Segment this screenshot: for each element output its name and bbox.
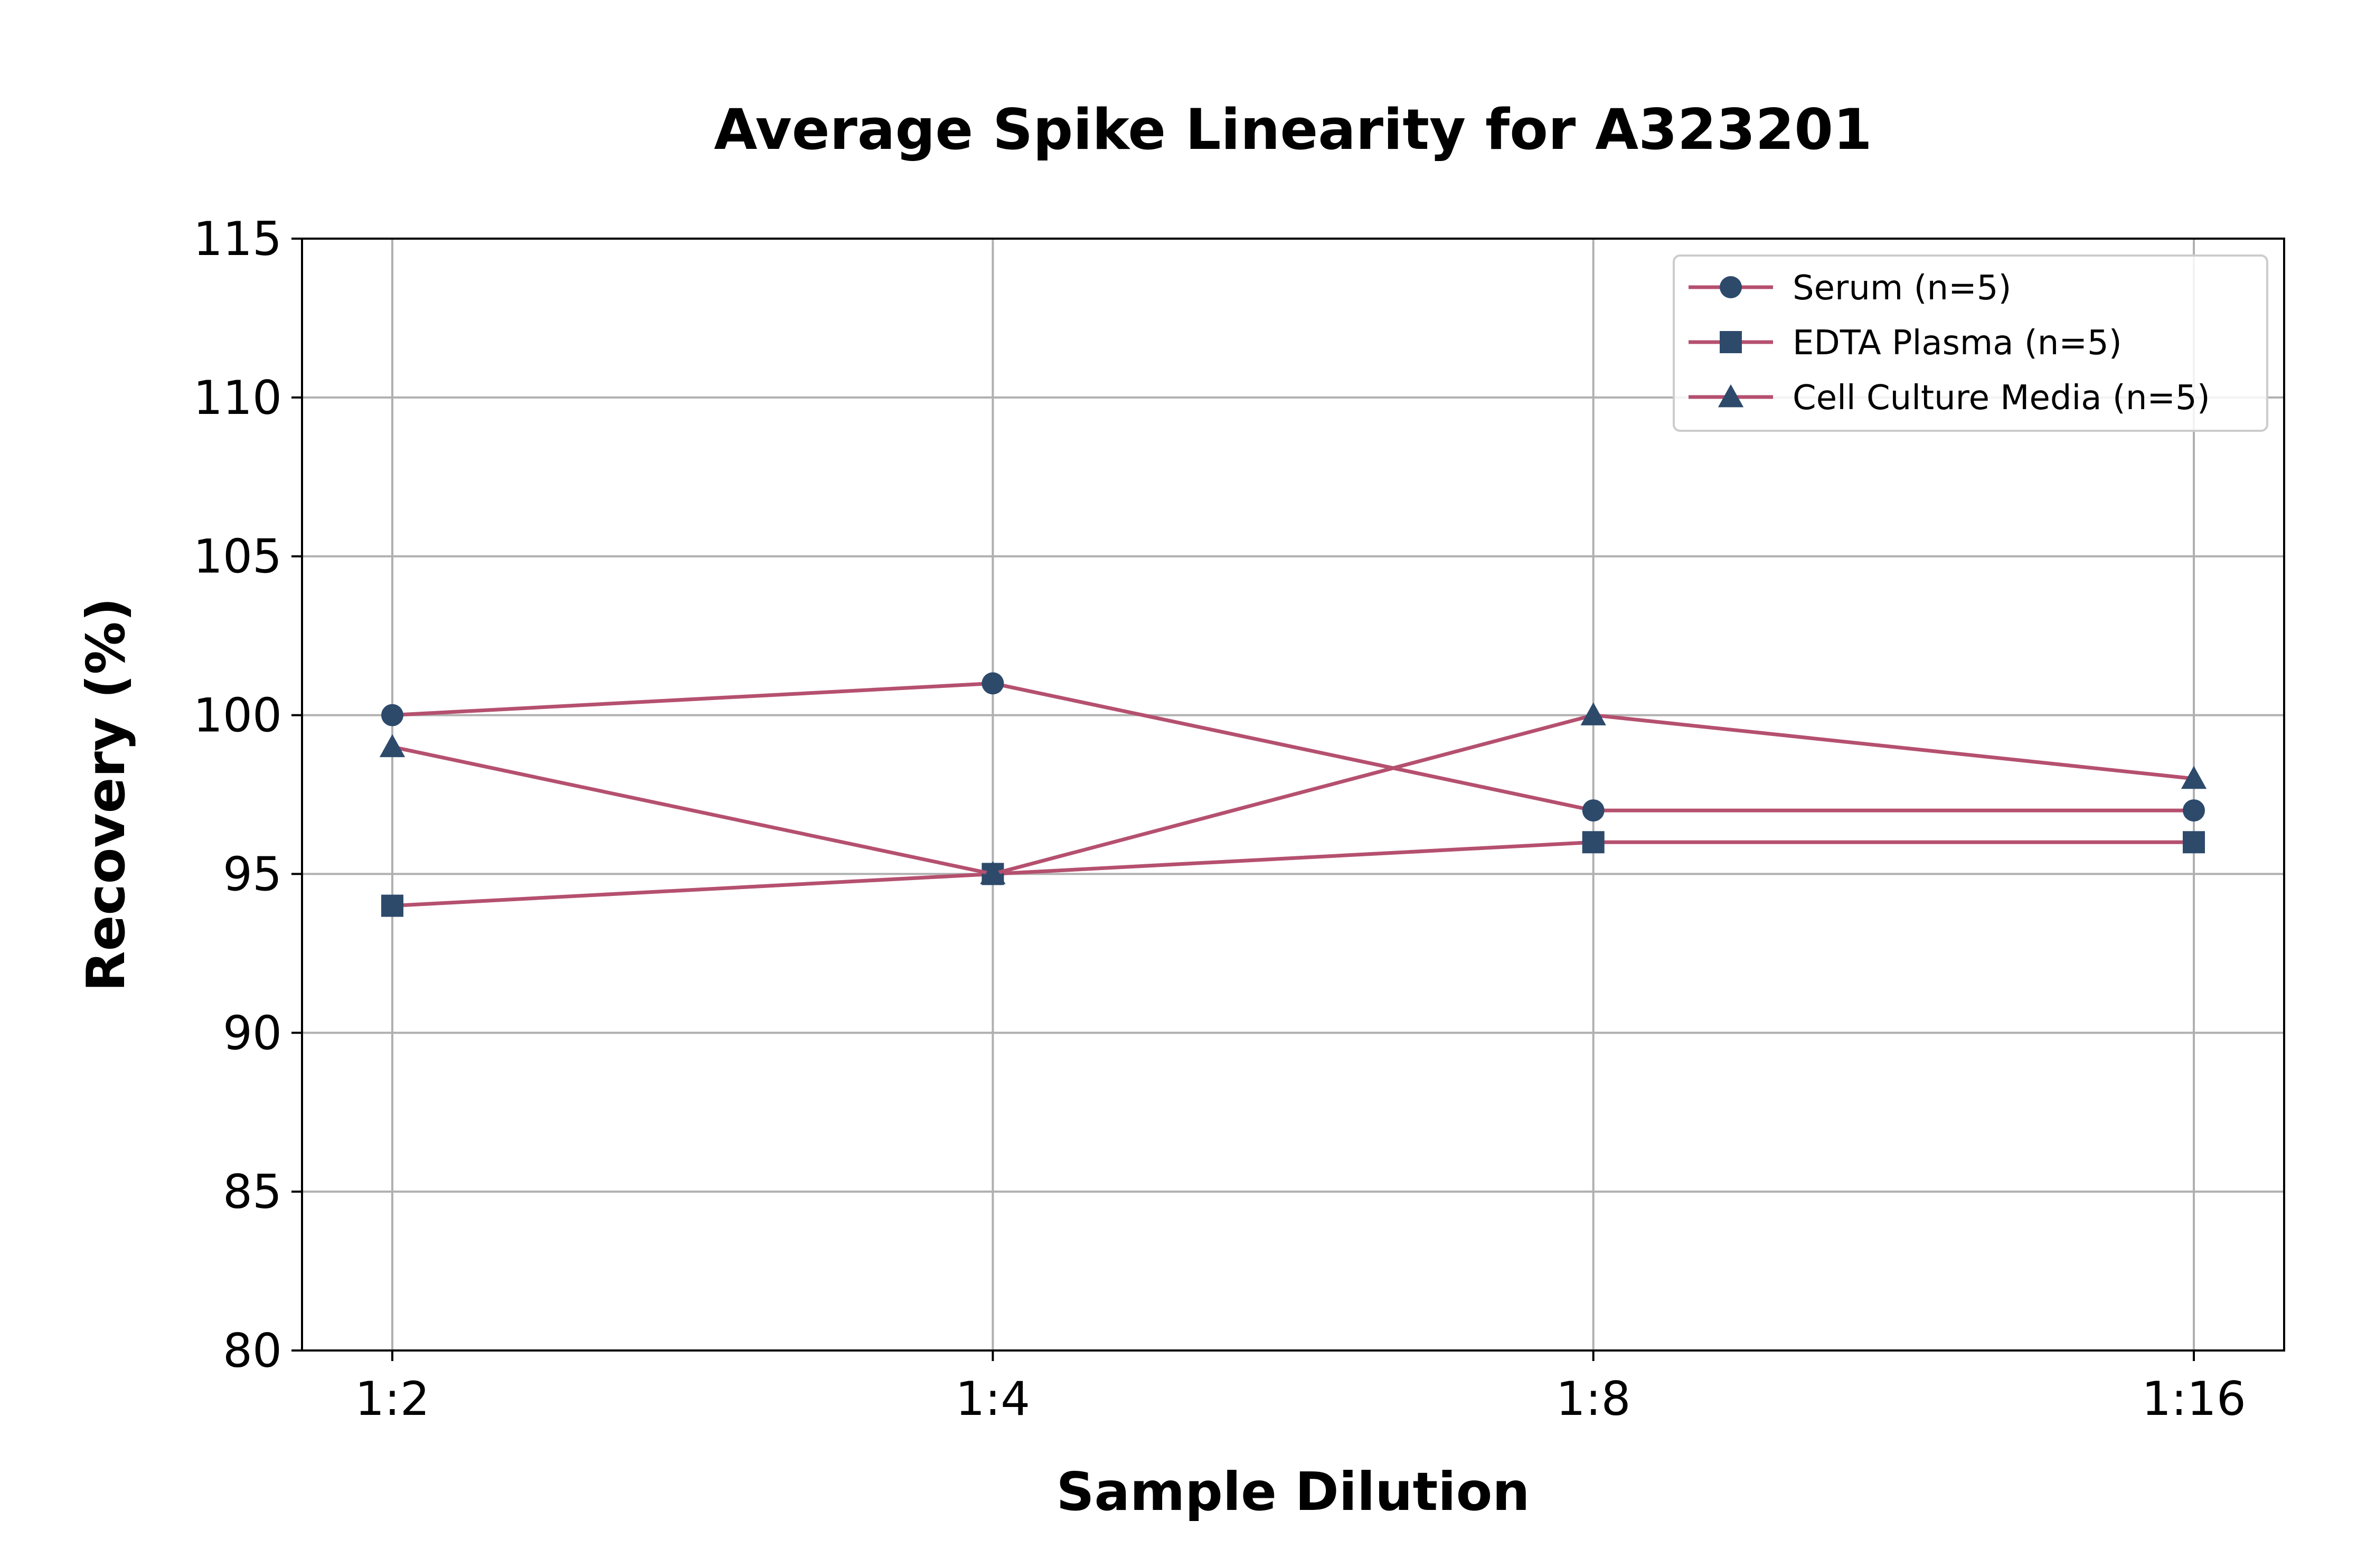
series-line (392, 681, 2194, 813)
data-point (381, 704, 403, 726)
legend-item: Cell Culture Media (n=5) (1689, 379, 2210, 418)
data-point (1580, 702, 1606, 725)
x-tick-label: 1:16 (2142, 1372, 2246, 1426)
data-point (1582, 799, 1605, 822)
legend-label: Serum (n=5) (1793, 269, 2011, 308)
legend-marker (1718, 384, 1744, 408)
legend-label: Cell Culture Media (n=5) (1793, 379, 2210, 418)
y-tick-label: 110 (193, 371, 282, 425)
plot-frame (301, 238, 2285, 1352)
y-tick-label: 115 (193, 212, 282, 266)
legend: Serum (n=5) EDTA Plasma (n=5) Cell Culture… (1673, 254, 2268, 432)
series-triangle (379, 702, 2207, 884)
y-tick-label: 95 (223, 847, 282, 901)
y-tick-label: 80 (223, 1324, 282, 1378)
legend-item: EDTA Plasma (n=5) (1689, 324, 2122, 363)
data-point (379, 734, 406, 758)
data-point (2183, 799, 2205, 822)
y-axis-label: Recovery (%) (75, 598, 137, 992)
x-tick-label: 1:4 (956, 1372, 1031, 1426)
data-point (982, 672, 1004, 695)
legend-marker (1720, 276, 1742, 298)
data-point (1582, 831, 1605, 854)
axis-ticks: 80 85 90 95 100 105 110 115 1:2 1:4 1:8 1:16 (193, 212, 2246, 1426)
series-circle (381, 672, 2205, 822)
series-line (392, 840, 2194, 908)
y-tick-label: 100 (193, 688, 282, 743)
data-point (381, 894, 403, 917)
series-group (379, 672, 2207, 917)
y-tick-label: 85 (223, 1165, 282, 1219)
series-line (392, 713, 2194, 876)
legend-item: Serum (n=5) (1689, 269, 2011, 308)
legend-label: EDTA Plasma (n=5) (1793, 324, 2122, 363)
legend-box (1673, 254, 2268, 432)
data-point (2183, 831, 2205, 854)
legend-marker (1720, 331, 1742, 353)
data-point (2181, 766, 2207, 789)
data-point (980, 861, 1006, 884)
y-tick-label: 90 (223, 1006, 282, 1060)
y-tick-label: 105 (193, 530, 282, 584)
chart-title: Average Spike Linearity for A323201 (714, 97, 1872, 162)
x-tick-label: 1:2 (355, 1372, 430, 1426)
x-tick-label: 1:8 (1556, 1372, 1631, 1426)
x-axis-label: Sample Dilution (1057, 1461, 1530, 1523)
